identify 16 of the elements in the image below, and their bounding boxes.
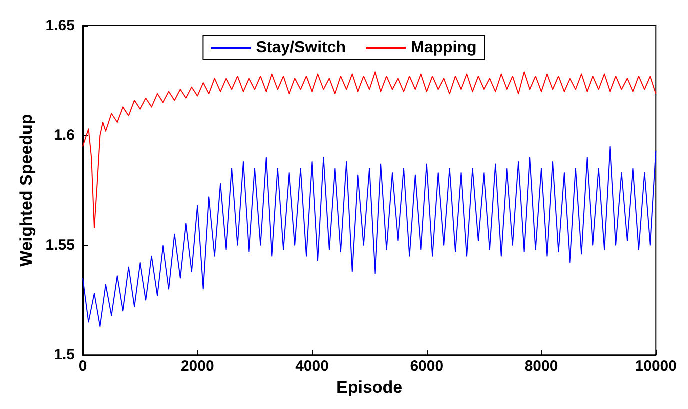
y-tick-label: 1.6: [54, 127, 75, 144]
line-series: [82, 72, 657, 228]
legend-label: Stay/Switch: [256, 40, 346, 56]
legend-label: Mapping: [411, 40, 477, 56]
x-axis-title: Episode: [336, 378, 403, 397]
y-tick-label: 1.55: [46, 236, 75, 254]
x-tick-label: 2000: [180, 358, 214, 376]
y-axis-title: Weighted Speedup: [16, 114, 36, 267]
x-tick-label: 6000: [410, 358, 444, 376]
y-tick-label: 1.65: [46, 18, 75, 34]
x-tick-label: 8000: [524, 358, 558, 376]
x-tick-label: 0: [78, 358, 88, 376]
x-tick-label: 10000: [635, 358, 678, 376]
line-series: [82, 146, 657, 328]
y-tick-label: 1.5: [54, 346, 75, 364]
x-tick-label: 4000: [296, 358, 329, 376]
